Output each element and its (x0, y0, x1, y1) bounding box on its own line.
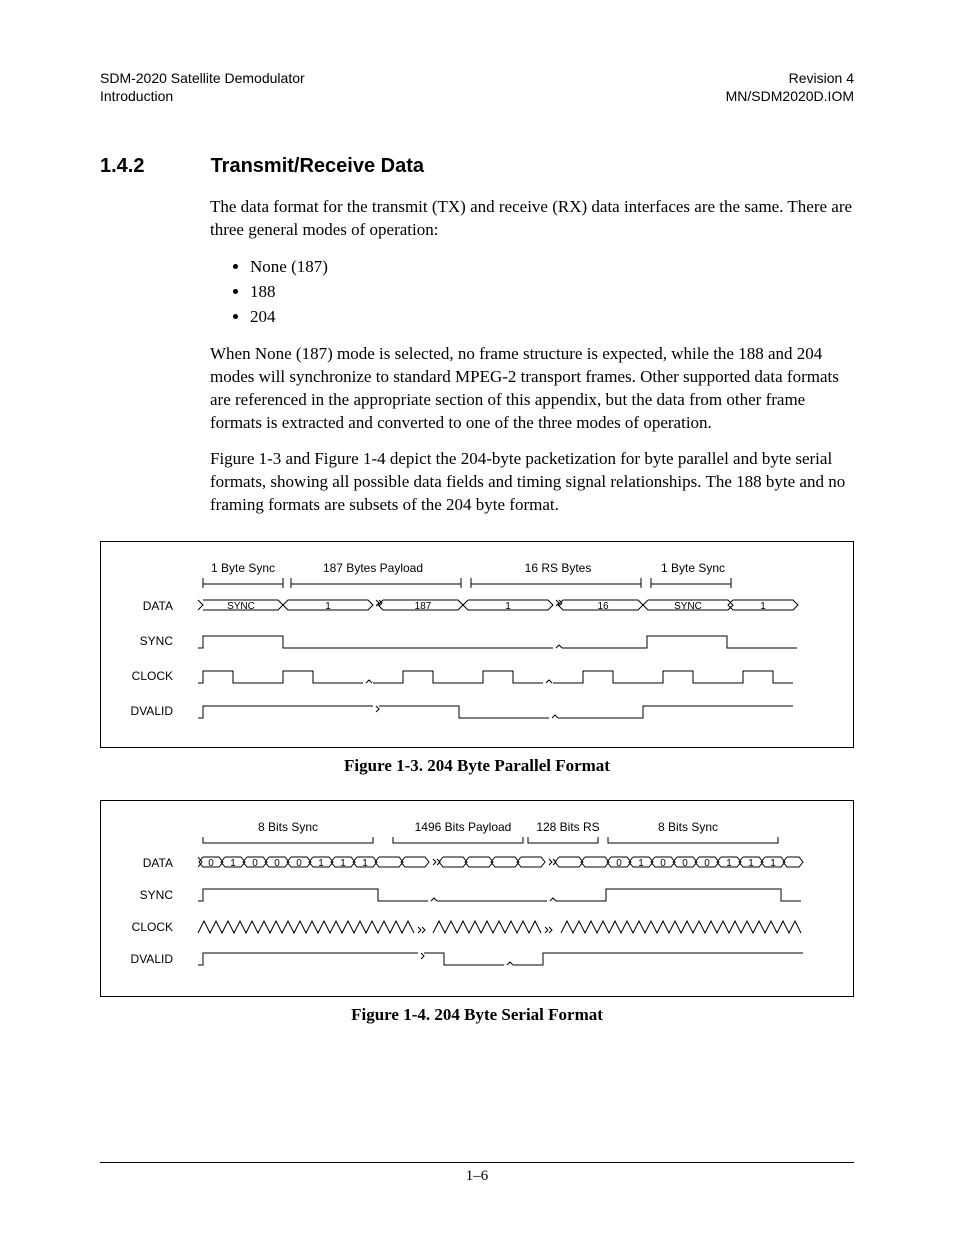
clock-wave (198, 671, 793, 683)
signal-label: DATA (143, 599, 173, 613)
paragraph-3: Figure 1-3 and Figure 1-4 depict the 204… (210, 448, 854, 517)
data-cell: 1 (325, 601, 331, 612)
svg-text:1: 1 (340, 858, 346, 869)
clock-wave (198, 921, 801, 933)
svg-text:0: 0 (252, 858, 258, 869)
svg-text:1: 1 (726, 858, 732, 869)
signal-label: SYNC (140, 888, 174, 902)
header-right-line1: Revision 4 (726, 70, 854, 88)
section-heading: 1.4.2 Transmit/Receive Data (100, 155, 854, 178)
paragraph-2: When None (187) mode is selected, no fra… (210, 343, 854, 435)
section-title: Transmit/Receive Data (211, 155, 424, 177)
dvalid-wave (198, 953, 803, 965)
body-text: The data format for the transmit (TX) an… (210, 196, 854, 517)
data-cell: 187 (415, 601, 432, 612)
signal-label: DATA (143, 856, 173, 870)
group-label: 1496 Bits Payload (415, 820, 512, 834)
figure-1-4: 8 Bits Sync 1496 Bits Payload 128 Bits R… (100, 800, 854, 997)
signal-label: CLOCK (132, 669, 173, 683)
svg-text:1: 1 (770, 858, 776, 869)
paragraph-1: The data format for the transmit (TX) an… (210, 196, 854, 242)
modes-list: None (187) 188 204 (250, 256, 854, 329)
group-label: 16 RS Bytes (525, 561, 592, 575)
header-left-line2: Introduction (100, 88, 305, 106)
page-header: SDM-2020 Satellite Demodulator Introduct… (100, 70, 854, 105)
mode-item: None (187) (250, 256, 854, 279)
data-cell: 16 (597, 601, 609, 612)
group-label: 8 Bits Sync (258, 820, 318, 834)
signal-label: CLOCK (132, 920, 173, 934)
dvalid-wave (198, 706, 793, 718)
group-label: 187 Bytes Payload (323, 561, 423, 575)
page-number: 1–6 (0, 1168, 954, 1185)
footer-rule (100, 1162, 854, 1163)
signal-label: DVALID (131, 704, 174, 718)
header-left: SDM-2020 Satellite Demodulator Introduct… (100, 70, 305, 105)
group-label: 1 Byte Sync (661, 561, 725, 575)
svg-text:0: 0 (296, 858, 302, 869)
page: SDM-2020 Satellite Demodulator Introduct… (0, 0, 954, 1235)
sync-wave (198, 889, 801, 901)
svg-text:1: 1 (748, 858, 754, 869)
mode-item: 204 (250, 306, 854, 329)
svg-text:1: 1 (362, 858, 368, 869)
data-cell: SYNC (674, 601, 702, 612)
svg-text:0: 0 (274, 858, 280, 869)
svg-text:0: 0 (208, 858, 214, 869)
figure-1-4-svg: 8 Bits Sync 1496 Bits Payload 128 Bits R… (113, 819, 813, 979)
svg-text:0: 0 (682, 858, 688, 869)
data-cell: 1 (505, 601, 511, 612)
sync-wave (198, 636, 797, 648)
mode-item: 188 (250, 281, 854, 304)
group-label: 128 Bits RS (536, 820, 599, 834)
group-label: 8 Bits Sync (658, 820, 718, 834)
section-number: 1.4.2 (100, 155, 205, 178)
svg-text:0: 0 (616, 858, 622, 869)
svg-text:0: 0 (704, 858, 710, 869)
figure-1-3-caption: Figure 1-3. 204 Byte Parallel Format (100, 756, 854, 776)
svg-text:1: 1 (638, 858, 644, 869)
group-label: 1 Byte Sync (211, 561, 275, 575)
signal-label: SYNC (140, 634, 174, 648)
data-row (198, 600, 798, 610)
header-left-line1: SDM-2020 Satellite Demodulator (100, 70, 305, 88)
data-bits-left (198, 857, 803, 867)
svg-text:1: 1 (230, 858, 236, 869)
header-right-line2: MN/SDM2020D.IOM (726, 88, 854, 106)
svg-text:1: 1 (318, 858, 324, 869)
svg-text:0: 0 (660, 858, 666, 869)
data-cell: 1 (760, 601, 766, 612)
data-cell: SYNC (227, 601, 255, 612)
figure-1-3-svg: 1 Byte Sync 187 Bytes Payload 16 RS Byte… (113, 560, 813, 730)
header-right: Revision 4 MN/SDM2020D.IOM (726, 70, 854, 105)
signal-label: DVALID (131, 952, 174, 966)
figure-1-3: 1 Byte Sync 187 Bytes Payload 16 RS Byte… (100, 541, 854, 748)
figure-1-4-caption: Figure 1-4. 204 Byte Serial Format (100, 1005, 854, 1025)
